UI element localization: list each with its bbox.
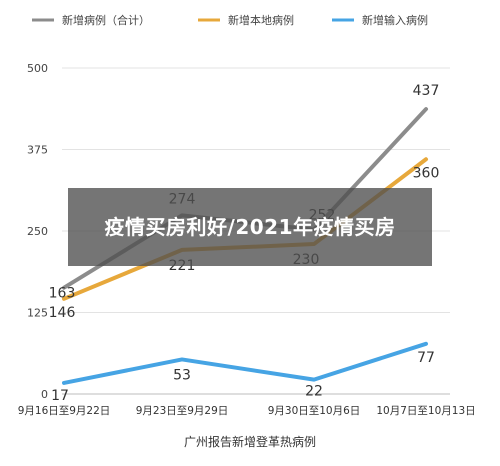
x-tick-label: 10月7日至10月13日 — [376, 405, 475, 417]
y-tick-label: 125 — [27, 307, 48, 320]
legend-label: 新增本地病例 — [228, 13, 294, 27]
data-label: 360 — [413, 165, 440, 181]
y-tick-label: 0 — [41, 388, 48, 401]
title-overlay: 疫情买房利好/2021年疫情买房 — [68, 188, 432, 266]
data-label: 22 — [305, 384, 323, 400]
x-axis-label: 广州报告新增登革热病例 — [184, 434, 316, 449]
legend-label: 新增病例（合计） — [62, 13, 150, 27]
overlay-title: 疫情买房利好/2021年疫情买房 — [104, 215, 396, 239]
data-label: 146 — [49, 305, 76, 321]
x-tick-label: 9月16日至9月22日 — [18, 405, 111, 417]
data-label: 163 — [49, 286, 76, 302]
y-tick-label: 375 — [27, 144, 48, 157]
y-axis: 0 125 250 375 500 — [27, 62, 48, 401]
x-axis: 9月16日至9月22日 9月23日至9月29日 9月30日至10月6日 10月7日至1… — [18, 405, 476, 417]
series-line — [62, 341, 428, 385]
data-label: 437 — [413, 83, 440, 99]
legend-label: 新增输入病例 — [362, 13, 428, 27]
x-tick-label: 9月23日至9月29日 — [136, 405, 229, 417]
legend: 新增病例（合计） 新增本地病例 新增输入病例 — [32, 13, 428, 27]
data-label: 77 — [417, 350, 435, 366]
x-tick-label: 9月30日至10月6日 — [268, 405, 361, 417]
y-tick-label: 500 — [27, 62, 48, 75]
y-tick-label: 250 — [27, 225, 48, 238]
data-label: 53 — [173, 367, 191, 383]
data-label: 17 — [51, 388, 69, 404]
